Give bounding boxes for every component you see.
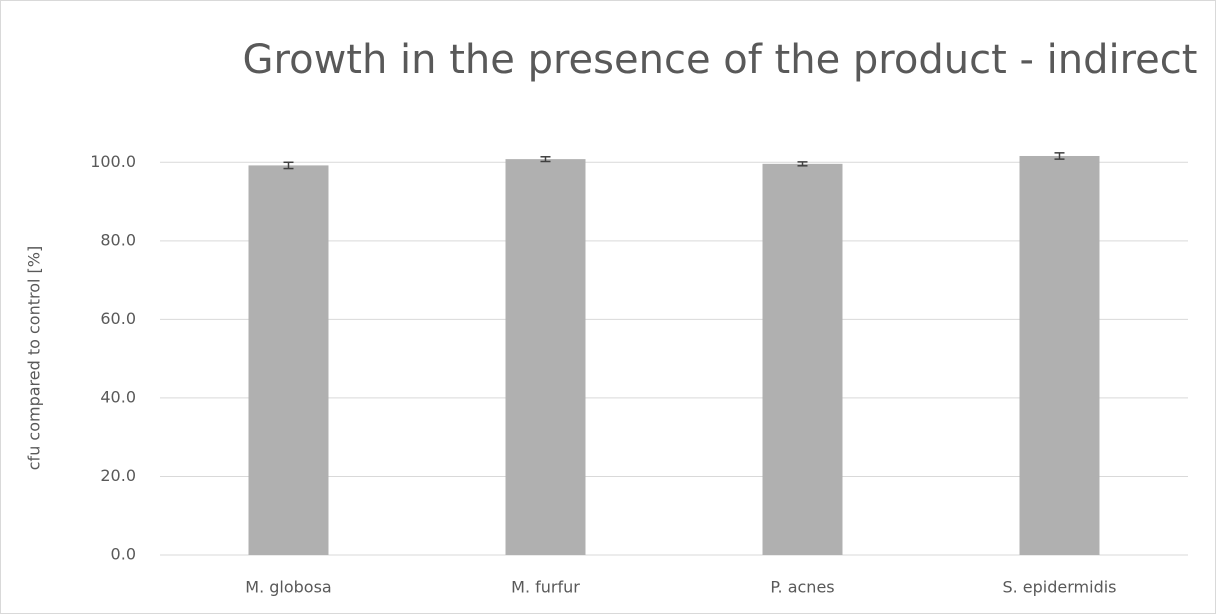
chart-title: Growth in the presence of the product - … (243, 37, 1198, 83)
y-tick-label: 80.0 (100, 230, 136, 249)
y-tick-label: 0.0 (111, 545, 136, 564)
error-bar (1054, 152, 1065, 160)
bar (248, 165, 329, 555)
y-tick-label: 40.0 (100, 387, 136, 406)
bar (762, 163, 843, 556)
y-axis-label: cfu compared to control [%] (25, 246, 44, 470)
y-tick-label: 100.0 (90, 152, 136, 171)
error-bar (797, 161, 808, 167)
x-tick-label: M. globosa (245, 578, 331, 597)
x-tick-label: S. epidermidis (1002, 578, 1116, 597)
error-bar (283, 161, 294, 170)
y-tick-label: 20.0 (100, 466, 136, 485)
bar (505, 159, 586, 555)
x-tick-label: P. acnes (770, 578, 834, 597)
error-bar (540, 156, 551, 163)
y-tick-label: 60.0 (100, 309, 136, 328)
bar (1019, 155, 1100, 556)
x-tick-label: M. furfur (511, 578, 580, 597)
